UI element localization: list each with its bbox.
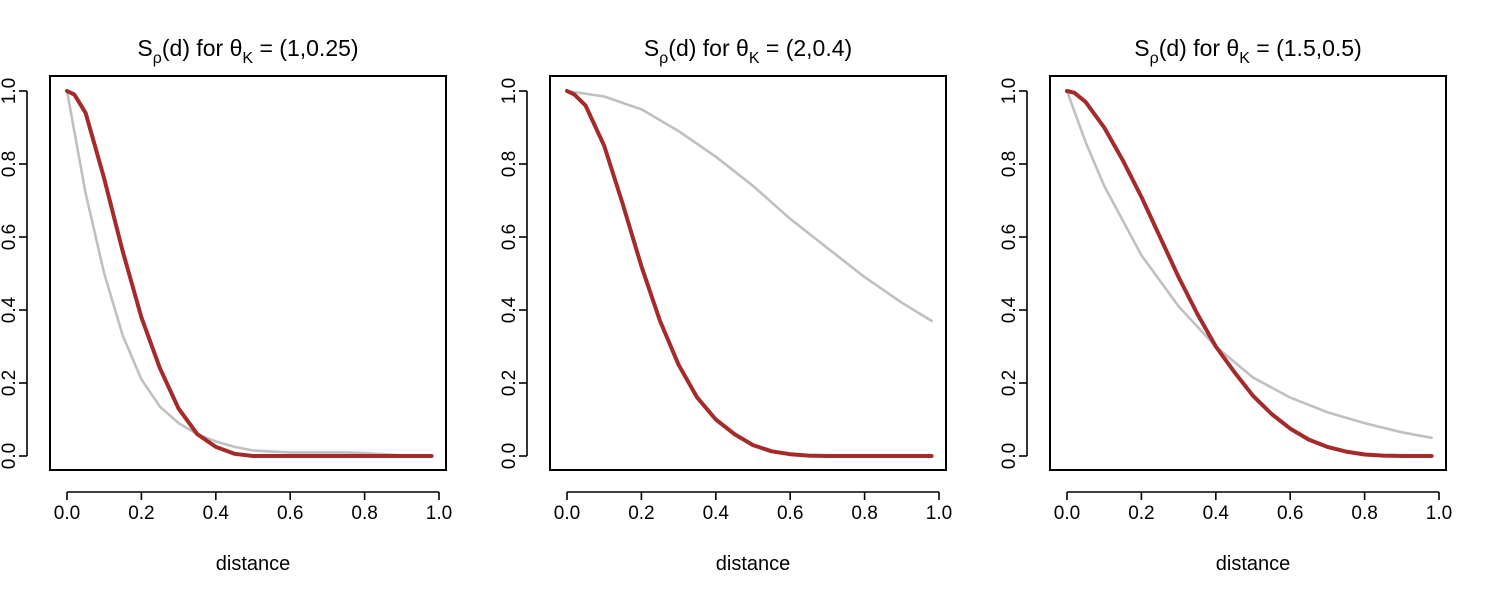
plot-title: Sρ(d) for θK = (1,0.25)	[137, 35, 358, 67]
x-tick-label: 0.6	[1277, 503, 1303, 524]
x-axis-label: distance	[216, 553, 291, 575]
plot-title: Sρ(d) for θK = (2,0.4)	[644, 35, 852, 67]
y-axis: 0.0 0.2 0.4 0.6 0.8 1.0	[0, 78, 28, 469]
series-line-gray	[565, 89, 933, 323]
y-tick-label: 0.4	[999, 296, 1020, 323]
y-tick-label: 0.8	[999, 151, 1020, 177]
plot-panel-1: Sρ(d) for θK = (1,0.25) 0.0 0.2 0.4 0.6 0.8 1.…	[0, 35, 452, 575]
x-tick-label: 0.8	[351, 503, 377, 524]
y-tick-label: 0.2	[999, 370, 1020, 396]
x-axis: 0.0 0.2 0.4 0.6 0.8 1.0	[554, 491, 952, 524]
x-axis: 0.0 0.2 0.4 0.6 0.8 1.0	[54, 491, 452, 524]
plot-frame	[549, 75, 947, 471]
y-tick-label: 0.0	[0, 443, 20, 469]
series-line-red	[565, 89, 934, 458]
plot-panel-3: Sρ(d) for θK = (1.5,0.5) 0.0 0.2 0.4 0.6 0.8 1…	[999, 35, 1452, 575]
series-line-red	[1065, 89, 1434, 458]
x-tick-label: 1.0	[1426, 503, 1452, 524]
y-tick-label: 1.0	[499, 78, 520, 104]
x-tick-label: 0.2	[128, 503, 154, 524]
y-tick-label: 0.6	[999, 224, 1020, 250]
x-tick-label: 0.8	[851, 503, 877, 524]
x-tick-label: 0.2	[1128, 503, 1154, 524]
x-tick-label: 0.4	[703, 503, 730, 524]
x-axis: 0.0 0.2 0.4 0.6 0.8 1.0	[1054, 491, 1452, 524]
y-tick-label: 0.4	[0, 296, 20, 323]
x-tick-label: 0.2	[628, 503, 654, 524]
y-tick-label: 0.8	[499, 151, 520, 177]
x-tick-label: 1.0	[926, 503, 952, 524]
y-axis: 0.0 0.2 0.4 0.6 0.8 1.0	[999, 78, 1028, 469]
y-tick-label: 0.8	[0, 151, 20, 177]
plot-frame	[1049, 75, 1447, 471]
x-tick-label: 0.0	[1054, 503, 1080, 524]
y-tick-label: 0.6	[499, 224, 520, 250]
y-tick-label: 0.6	[0, 224, 20, 250]
y-tick-label: 0.4	[499, 296, 520, 323]
x-tick-label: 1.0	[426, 503, 452, 524]
plot-title: Sρ(d) for θK = (1.5,0.5)	[1134, 35, 1362, 67]
series-line-gray	[65, 89, 433, 458]
x-tick-label: 0.6	[277, 503, 303, 524]
y-tick-label: 1.0	[0, 78, 20, 104]
y-tick-label: 0.0	[499, 443, 520, 469]
series-line-red	[65, 89, 434, 458]
y-tick-label: 0.2	[499, 370, 520, 396]
x-axis-label: distance	[716, 553, 791, 575]
x-axis-label: distance	[1216, 553, 1291, 575]
y-tick-label: 0.0	[999, 443, 1020, 469]
y-tick-label: 0.2	[0, 370, 20, 396]
x-tick-label: 0.0	[554, 503, 580, 524]
y-axis: 0.0 0.2 0.4 0.6 0.8 1.0	[499, 78, 528, 469]
plot-frame	[49, 75, 447, 471]
plot-panel-2: Sρ(d) for θK = (2,0.4) 0.0 0.2 0.4 0.6 0.8 1.0…	[499, 35, 952, 575]
series-line-gray	[1065, 89, 1433, 440]
x-tick-label: 0.0	[54, 503, 80, 524]
x-tick-label: 0.4	[1203, 503, 1230, 524]
y-tick-label: 1.0	[999, 78, 1020, 104]
x-tick-label: 0.4	[203, 503, 230, 524]
x-tick-label: 0.6	[777, 503, 803, 524]
x-tick-label: 0.8	[1351, 503, 1377, 524]
